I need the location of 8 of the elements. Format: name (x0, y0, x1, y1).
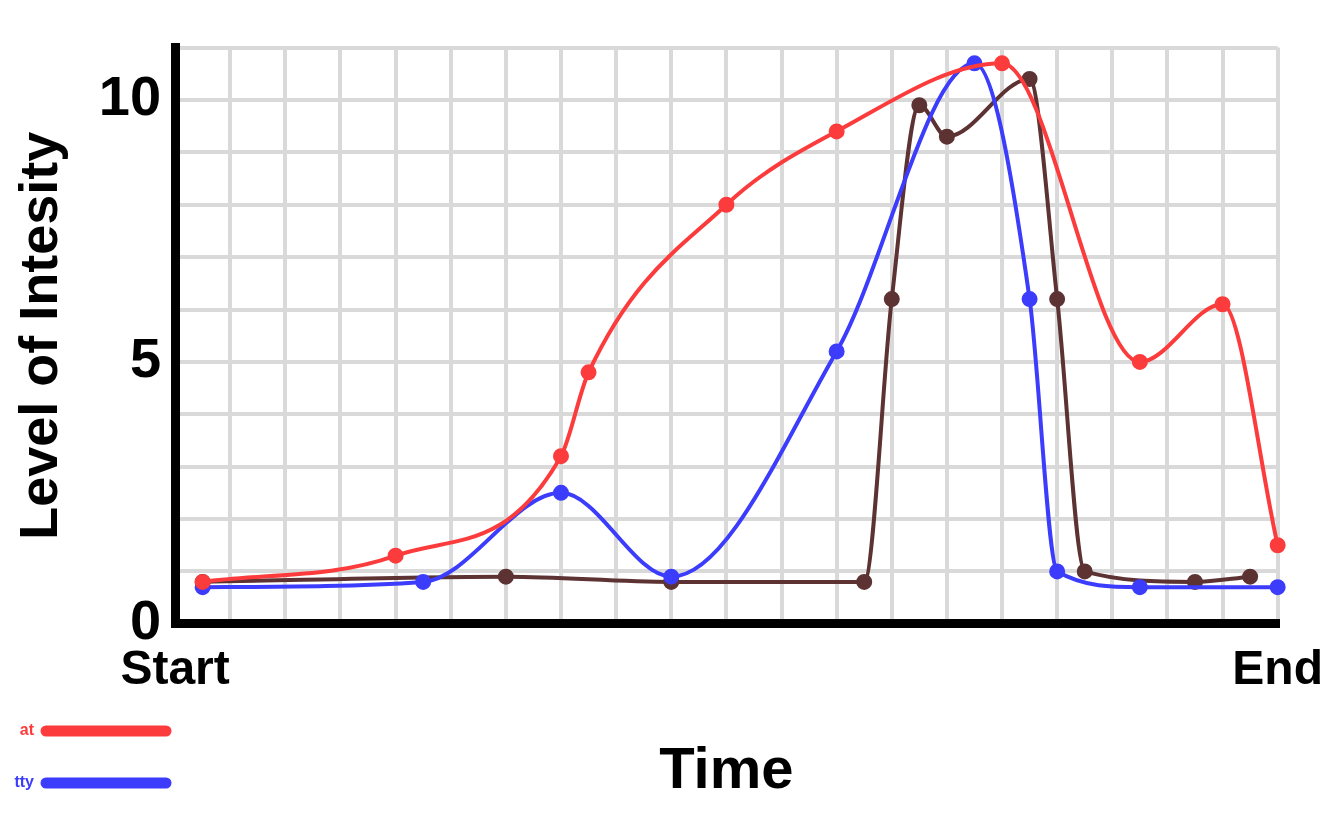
text: tty (14, 773, 35, 791)
x-tick-label: End (1232, 640, 1323, 694)
x-axis-title: Time (659, 735, 794, 801)
text: at (19, 721, 35, 739)
y-tick-label: 5 (129, 326, 162, 390)
y-axis-title: Level of Intesity (8, 131, 69, 540)
x-tick-label: Start (120, 640, 230, 694)
y-tick-label: 10 (98, 64, 162, 128)
